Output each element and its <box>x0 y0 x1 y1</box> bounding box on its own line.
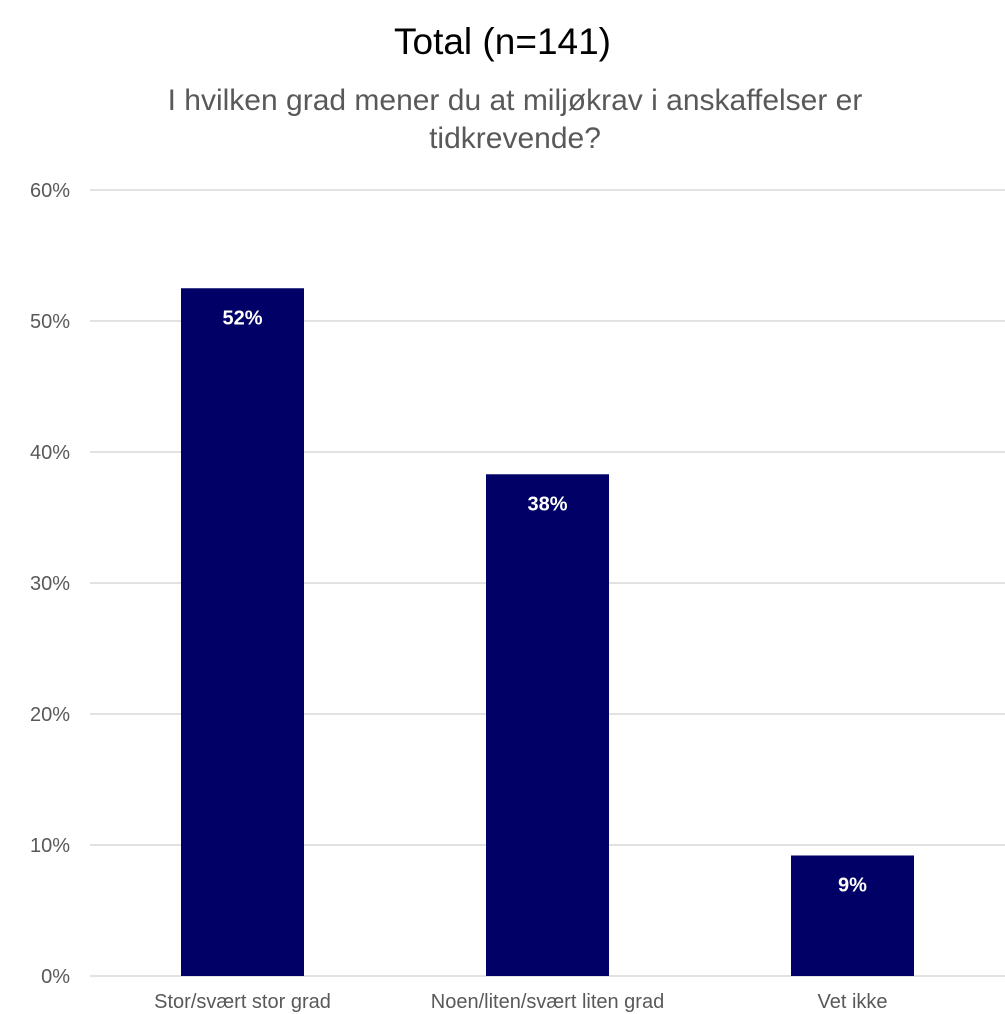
y-tick-label: 30% <box>30 573 70 595</box>
chart-title: Total (n=141) <box>394 21 611 62</box>
chart-subtitle: I hvilken grad mener du at miljøkrav i a… <box>167 84 863 155</box>
y-tick-label: 60% <box>30 180 70 202</box>
x-category-label: Noen/liten/svært liten grad <box>431 991 664 1013</box>
x-category-label: Vet ikke <box>817 991 887 1013</box>
y-tick-label: 20% <box>30 704 70 726</box>
data-label: 9% <box>838 874 867 896</box>
bar <box>181 288 304 976</box>
y-tick-label: 10% <box>30 835 70 857</box>
data-label: 52% <box>222 307 262 329</box>
bar <box>486 474 609 976</box>
data-label: 38% <box>527 493 567 515</box>
x-category-label: Stor/svært stor grad <box>154 991 331 1013</box>
bar <box>791 855 914 976</box>
y-tick-label: 40% <box>30 442 70 464</box>
y-tick-label: 0% <box>41 966 70 988</box>
y-tick-label: 50% <box>30 311 70 333</box>
